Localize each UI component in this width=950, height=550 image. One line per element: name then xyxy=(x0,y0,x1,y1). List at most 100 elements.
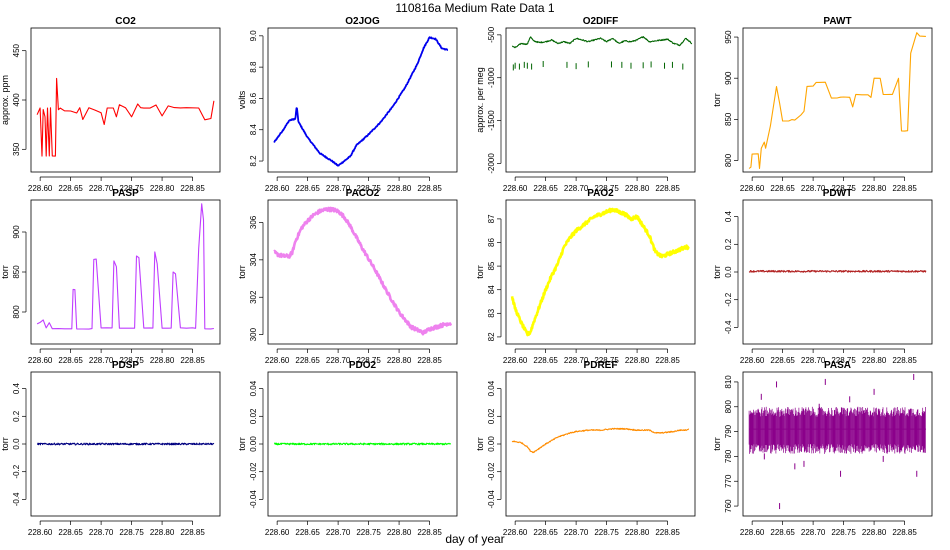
y-tick-label: 85 xyxy=(487,261,496,270)
x-tick-label: 228.85 xyxy=(417,356,442,365)
x-tick-label: 228.80 xyxy=(150,528,175,537)
y-tick-label: 450 xyxy=(12,43,21,57)
y-tick-label: 8.8 xyxy=(249,61,258,73)
x-tick-label: 228.80 xyxy=(625,528,650,537)
panel-title: PACO2 xyxy=(346,188,380,199)
data-layer xyxy=(36,77,215,157)
plot-frame xyxy=(30,371,221,517)
x-tick-label: 228.75 xyxy=(356,356,381,365)
x-tick-label: 228.75 xyxy=(831,356,856,365)
x-tick-label: 228.65 xyxy=(770,528,795,537)
series-line xyxy=(748,32,926,170)
y-tick-label: -0.02 xyxy=(249,462,258,481)
panel-title: PAWT xyxy=(823,16,851,27)
y-tick-label: 0.04 xyxy=(249,380,258,396)
y-tick-label: -0.4 xyxy=(12,492,21,506)
y-tick-label: -0.04 xyxy=(487,490,496,509)
y-tick-label: 850 xyxy=(12,265,21,279)
x-tick-label: 228.80 xyxy=(387,184,412,193)
x-tick-label: 228.75 xyxy=(831,184,856,193)
data-layer xyxy=(748,373,926,510)
x-tick-label: 228.75 xyxy=(594,184,619,193)
x-tick-label: 228.80 xyxy=(625,184,650,193)
y-tick-label: 770 xyxy=(724,474,733,488)
data-layer xyxy=(748,32,926,170)
x-tick-label: 228.65 xyxy=(770,184,795,193)
x-tick-label: 228.60 xyxy=(740,356,765,365)
y-tick-label: 82 xyxy=(487,332,496,341)
x-tick-label: 228.60 xyxy=(503,528,528,537)
y-tick-label: 800 xyxy=(12,305,21,319)
x-tick-label: 228.65 xyxy=(533,356,558,365)
x-tick-label: 228.85 xyxy=(892,356,917,365)
x-tick-label: 228.80 xyxy=(862,356,887,365)
data-layer xyxy=(37,442,215,446)
y-axis-label: torr xyxy=(475,265,485,279)
x-tick-label: 228.85 xyxy=(180,528,205,537)
x-tick-label: 228.70 xyxy=(801,184,826,193)
series-line xyxy=(748,269,927,273)
y-tick-label: 810 xyxy=(724,375,733,389)
x-tick-label: 228.70 xyxy=(564,184,589,193)
panel-pdsp: PDSP torr 228.60 228.65 228.70 228.75 228.80 22… xyxy=(0,360,221,537)
y-axis-label: torr xyxy=(0,265,10,279)
x-tick-label: 228.70 xyxy=(801,528,826,537)
panel-title: PDWT xyxy=(823,188,852,199)
panel-title: PAO2 xyxy=(587,188,614,199)
panel-pdwt: PDWT torr 228.60 228.65 228.70 228.75 228.80 22… xyxy=(712,188,933,365)
series-line xyxy=(273,36,449,167)
y-tick-label: 84 xyxy=(487,285,496,294)
data-layer xyxy=(274,442,452,446)
plot-frame xyxy=(742,27,933,173)
x-tick-label: 228.70 xyxy=(326,528,351,537)
panel-pasa: PASA torr 228.60 228.65 228.70 228.75 228.80 22… xyxy=(712,360,933,537)
x-tick-label: 228.75 xyxy=(119,356,144,365)
x-tick-label: 228.65 xyxy=(295,184,320,193)
x-tick-label: 228.70 xyxy=(564,356,589,365)
x-tick-label: 228.75 xyxy=(356,184,381,193)
y-tick-label: 850 xyxy=(724,112,733,126)
plot-frame xyxy=(267,199,458,345)
y-tick-label: -0.4 xyxy=(724,320,733,334)
panel-paco2: PACO2 torr 228.60 228.65 228.70 228.75 228.80 2… xyxy=(237,188,458,365)
plot-frame xyxy=(505,27,696,173)
x-tick-label: 228.85 xyxy=(655,528,680,537)
x-tick-label: 228.70 xyxy=(89,356,114,365)
x-tick-label: 228.60 xyxy=(28,356,53,365)
panel-title: PASA xyxy=(824,360,851,371)
y-tick-label: 900 xyxy=(724,71,733,85)
x-tick-label: 228.75 xyxy=(119,184,144,193)
plot-frame xyxy=(267,27,458,173)
y-tick-label: 0.02 xyxy=(487,408,496,424)
x-tick-label: 228.65 xyxy=(533,184,558,193)
y-axis-label: torr xyxy=(712,93,722,107)
x-tick-label: 228.85 xyxy=(892,528,917,537)
y-tick-label: 300 xyxy=(249,327,258,341)
y-axis-label: volts xyxy=(237,90,247,109)
x-tick-label: 228.80 xyxy=(862,528,887,537)
y-tick-label: 86 xyxy=(487,237,496,246)
plot-frame xyxy=(742,199,933,345)
x-tick-label: 228.65 xyxy=(770,356,795,365)
y-tick-label: 0.00 xyxy=(487,436,496,452)
panel-pao2: PAO2 torr 228.60 228.65 228.70 228.75 228.80 22… xyxy=(475,188,696,365)
y-tick-label: 87 xyxy=(487,214,496,223)
y-axis-label: torr xyxy=(712,265,722,279)
panel-title: PDO2 xyxy=(349,360,377,371)
y-tick-label: 800 xyxy=(724,153,733,167)
data-layer xyxy=(273,206,453,336)
data-layer xyxy=(510,207,690,337)
x-tick-label: 228.60 xyxy=(503,356,528,365)
x-tick-label: 228.60 xyxy=(28,184,53,193)
x-tick-label: 228.80 xyxy=(150,184,175,193)
x-tick-label: 228.85 xyxy=(417,184,442,193)
x-tick-label: 228.60 xyxy=(503,184,528,193)
y-axis-label: torr xyxy=(712,437,722,451)
data-layer xyxy=(511,36,693,71)
y-tick-label: 0.00 xyxy=(249,436,258,452)
plot-frame xyxy=(742,371,933,517)
y-axis-label: torr xyxy=(0,437,10,451)
figure-title: 110816a Medium Rate Data 1 xyxy=(395,1,555,15)
x-tick-label: 228.80 xyxy=(862,184,887,193)
